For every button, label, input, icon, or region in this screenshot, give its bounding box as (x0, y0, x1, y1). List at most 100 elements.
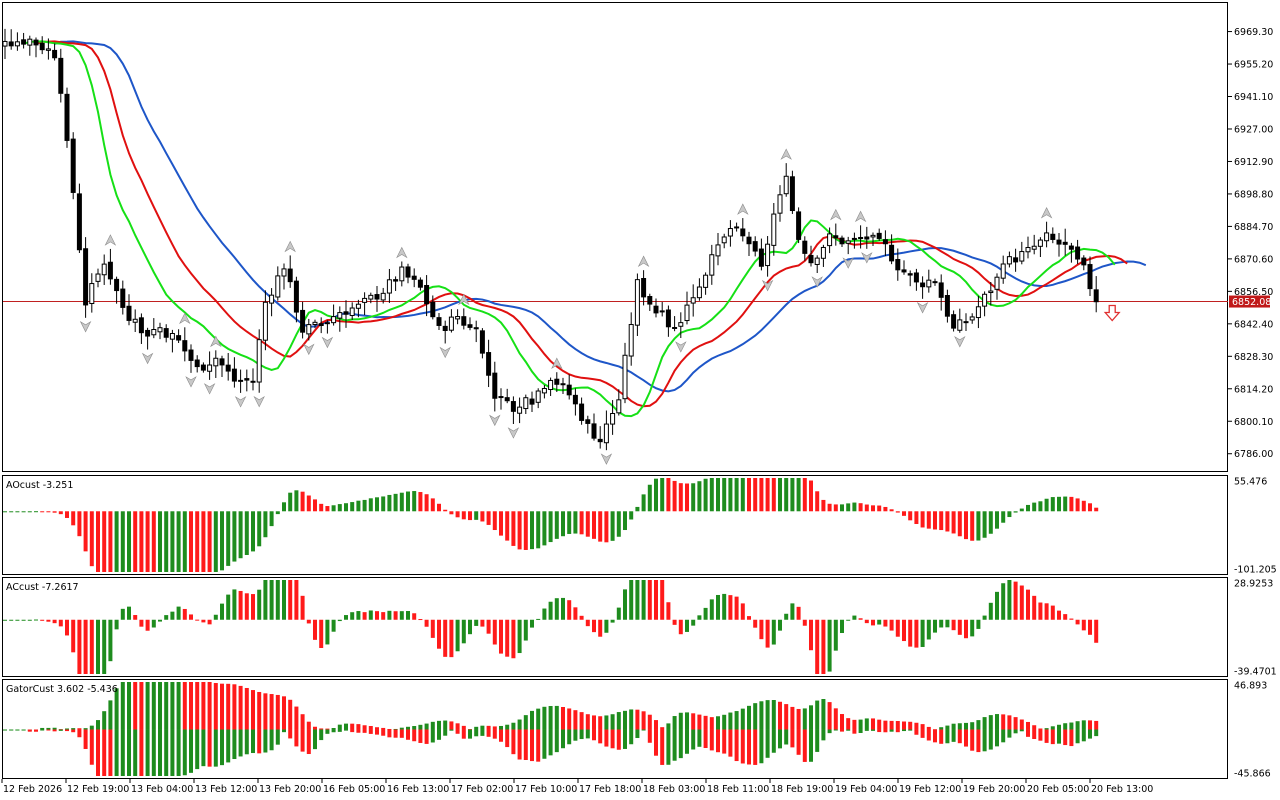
candle-bear[interactable] (572, 394, 578, 405)
candle-bull[interactable] (851, 237, 857, 240)
ao-panel[interactable] (2, 475, 1228, 575)
candle-bull[interactable] (498, 396, 504, 399)
candle-bull[interactable] (994, 276, 1000, 290)
candle-bull[interactable] (151, 329, 157, 336)
candle-bear[interactable] (653, 305, 659, 314)
candle-bear[interactable] (430, 301, 436, 318)
candle-bull[interactable] (845, 240, 851, 244)
candle-bear[interactable] (424, 284, 430, 305)
candle-bear[interactable] (746, 236, 752, 245)
candle-bear[interactable] (479, 330, 485, 354)
candle-bull[interactable] (610, 413, 616, 425)
candle-bull[interactable] (777, 194, 783, 214)
candle-bear[interactable] (554, 378, 560, 385)
candle-bear[interactable] (163, 328, 169, 338)
candle-bull[interactable] (535, 390, 541, 403)
candle-bear[interactable] (64, 93, 70, 141)
candle-bull[interactable] (331, 316, 337, 324)
candle-bear[interactable] (1087, 264, 1093, 290)
candle-bear[interactable] (293, 280, 299, 313)
candle-bear[interactable] (411, 275, 417, 280)
candle-bull[interactable] (690, 297, 696, 304)
candle-bull[interactable] (14, 41, 20, 47)
candle-bear[interactable] (76, 193, 82, 251)
candle-bull[interactable] (727, 228, 733, 237)
candle-bear[interactable] (318, 323, 324, 327)
candle-bull[interactable] (275, 275, 281, 298)
candle-bear[interactable] (182, 340, 188, 352)
candle-bull[interactable] (684, 304, 690, 322)
candle-bull[interactable] (169, 332, 175, 340)
candle-bear[interactable] (597, 438, 603, 443)
candle-bear[interactable] (461, 316, 467, 326)
candle-bear[interactable] (647, 296, 653, 305)
candle-bear[interactable] (70, 138, 76, 193)
candle-bear[interactable] (591, 423, 597, 439)
candle-bear[interactable] (1068, 245, 1074, 250)
candle-bull[interactable] (27, 38, 33, 46)
candle-bear[interactable] (1081, 257, 1087, 266)
candle-bull[interactable] (281, 268, 287, 277)
candle-bear[interactable] (188, 349, 194, 361)
candle-bull[interactable] (455, 316, 461, 320)
candle-bull[interactable] (820, 246, 826, 259)
candle-bear[interactable] (219, 358, 225, 366)
candle-bear[interactable] (1075, 246, 1081, 260)
candle-bull[interactable] (523, 397, 529, 410)
candle-bear[interactable] (839, 237, 845, 245)
candle-bear[interactable] (758, 248, 764, 267)
candle-bull[interactable] (709, 254, 715, 276)
candle-bull[interactable] (765, 243, 771, 267)
candle-bear[interactable] (920, 282, 926, 288)
candle-bull[interactable] (1025, 247, 1031, 253)
candle-bear[interactable] (107, 261, 113, 280)
candle-bull[interactable] (157, 327, 163, 333)
candle-bull[interactable] (207, 364, 213, 372)
candle-bull[interactable] (324, 322, 330, 325)
candle-bull[interactable] (380, 292, 386, 301)
candle-bear[interactable] (417, 279, 423, 288)
candle-bear[interactable] (1050, 233, 1056, 240)
candle-bear[interactable] (225, 364, 231, 372)
candle-bear[interactable] (83, 248, 89, 306)
candle-bull[interactable] (213, 357, 219, 367)
candle-bull[interactable] (1037, 239, 1043, 247)
candle-bear[interactable] (1093, 289, 1099, 303)
candle-bear[interactable] (238, 379, 244, 382)
candle-bull[interactable] (312, 321, 318, 326)
candle-bull[interactable] (814, 257, 820, 265)
candle-bear[interactable] (529, 398, 535, 405)
candle-bear[interactable] (740, 228, 746, 237)
candle-bull[interactable] (89, 283, 95, 305)
candle-bear[interactable] (244, 378, 250, 381)
candle-bull[interactable] (101, 263, 107, 276)
candle-bear[interactable] (560, 383, 566, 386)
candle-bear[interactable] (802, 240, 808, 254)
candle-bull[interactable] (969, 316, 975, 321)
candle-bear[interactable] (504, 397, 510, 402)
candle-bull[interactable] (517, 406, 523, 414)
candle-bull[interactable] (988, 290, 994, 294)
candle-bear[interactable] (200, 364, 206, 371)
candle-bull[interactable] (870, 234, 876, 238)
candle-bull[interactable] (721, 236, 727, 244)
candle-bear[interactable] (393, 279, 399, 282)
candle-bull[interactable] (548, 379, 554, 391)
candle-bull[interactable] (932, 281, 938, 284)
candle-bear[interactable] (8, 41, 14, 47)
candle-bear[interactable] (287, 268, 293, 283)
candle-bear[interactable] (176, 335, 182, 341)
candle-bear[interactable] (789, 176, 795, 212)
candle-bull[interactable] (616, 399, 622, 414)
candle-bear[interactable] (58, 57, 64, 94)
candle-bull[interactable] (957, 319, 963, 331)
candle-bear[interactable] (938, 282, 944, 298)
candle-bear[interactable] (566, 384, 572, 396)
candle-bear[interactable] (1013, 257, 1019, 263)
candle-bull[interactable] (269, 294, 275, 304)
candle-bear[interactable] (405, 266, 411, 278)
candle-bull[interactable] (256, 339, 262, 383)
candle-bull[interactable] (628, 324, 634, 357)
candle-bear[interactable] (876, 232, 882, 239)
